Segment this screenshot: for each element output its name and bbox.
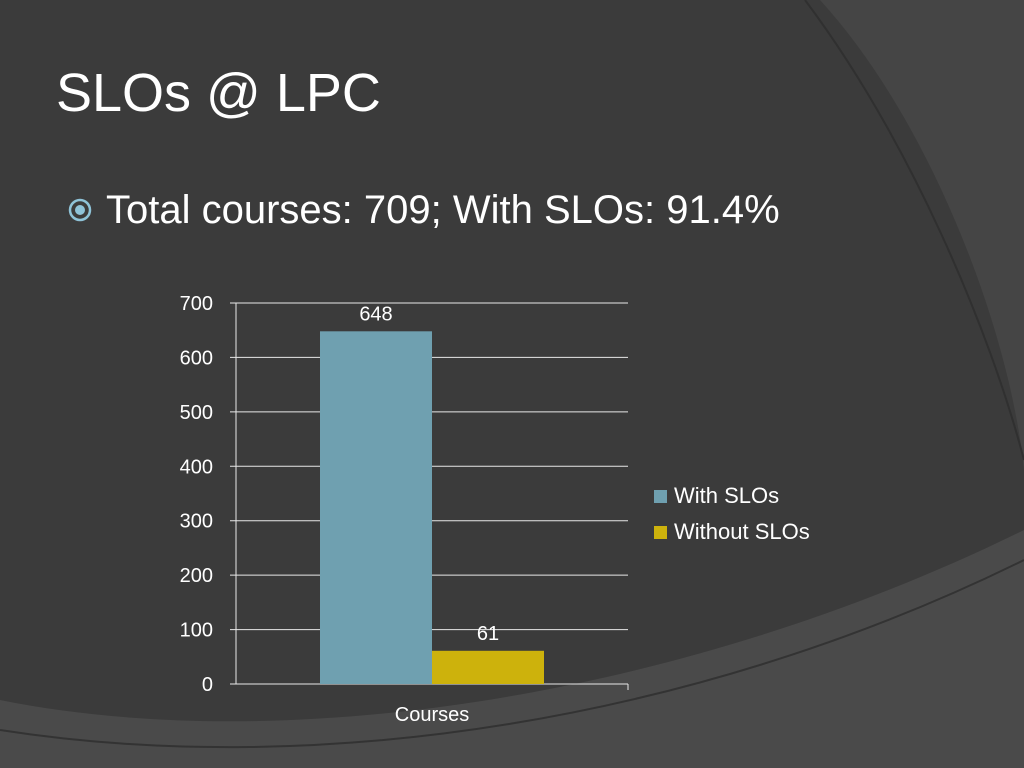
y-tick-label: 300 (180, 511, 213, 533)
chart-legend: With SLOs Without SLOs (654, 478, 810, 550)
legend-label: Without SLOs (674, 519, 810, 544)
slide-title: SLOs @ LPC (56, 63, 381, 123)
y-tick-label: 0 (202, 674, 213, 696)
legend-swatch (654, 489, 667, 503)
y-tick-label: 400 (180, 456, 213, 478)
bullet-item: Total courses: 709; With SLOs: 91.4% (68, 190, 780, 230)
circled-dot-icon (68, 198, 106, 222)
y-tick-label: 500 (180, 402, 213, 424)
bar (432, 650, 544, 684)
background-swirl (820, 0, 1024, 470)
bar-data-label: 648 (359, 303, 392, 325)
legend-swatch (654, 525, 667, 539)
y-tick-label: 200 (180, 565, 213, 587)
x-category-label: Courses (395, 704, 469, 726)
bar-data-label: 61 (477, 623, 499, 645)
legend-item: Without SLOs (654, 514, 810, 550)
y-tick-label: 700 (180, 293, 213, 315)
legend-label: With SLOs (674, 483, 780, 508)
y-tick-label: 100 (180, 620, 213, 642)
bar (320, 331, 432, 684)
legend-item: With SLOs (654, 478, 810, 514)
y-tick-label: 600 (180, 347, 213, 369)
bullet-text: Total courses: 709; With SLOs: 91.4% (106, 188, 780, 232)
